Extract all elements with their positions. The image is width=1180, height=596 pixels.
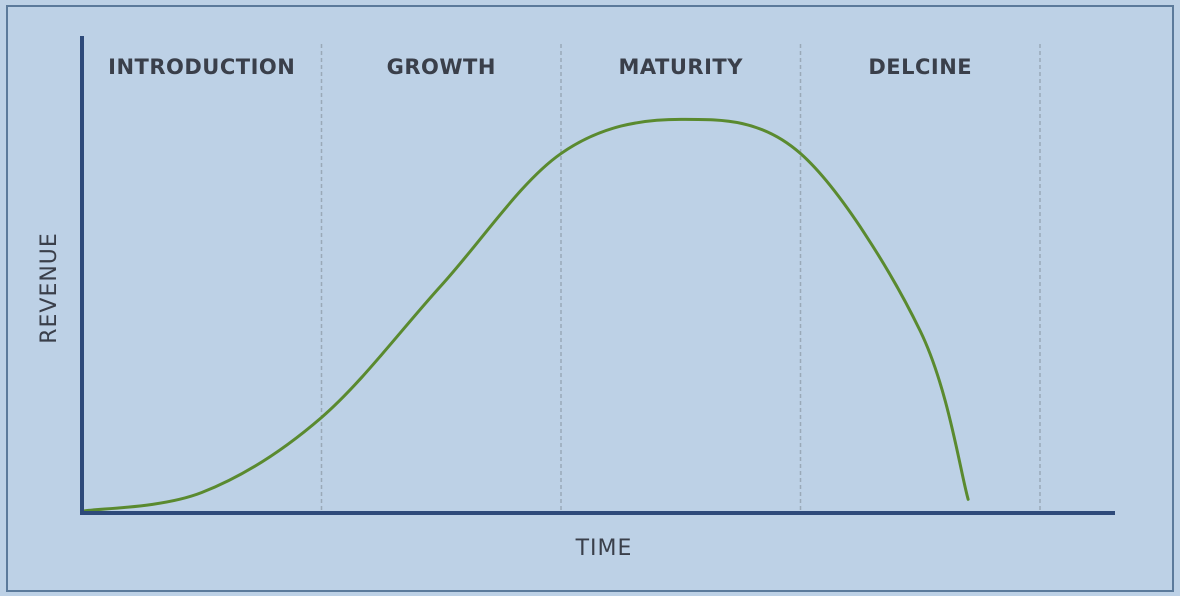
stage-labels: INTRODUCTION GROWTH MATURITY DELCINE	[108, 55, 972, 79]
revenue-curve	[80, 117, 970, 513]
stage-label-growth: GROWTH	[387, 55, 496, 79]
chart-frame	[6, 5, 1174, 592]
stage-label-maturity: MATURITY	[619, 55, 744, 79]
x-axis-label: TIME	[575, 536, 633, 561]
stage-label-delcine: DELCINE	[868, 55, 972, 79]
stage-dividers	[320, 44, 1041, 511]
stage-label-introduction: INTRODUCTION	[108, 55, 295, 79]
y-axis-label: REVENUE	[37, 232, 62, 344]
